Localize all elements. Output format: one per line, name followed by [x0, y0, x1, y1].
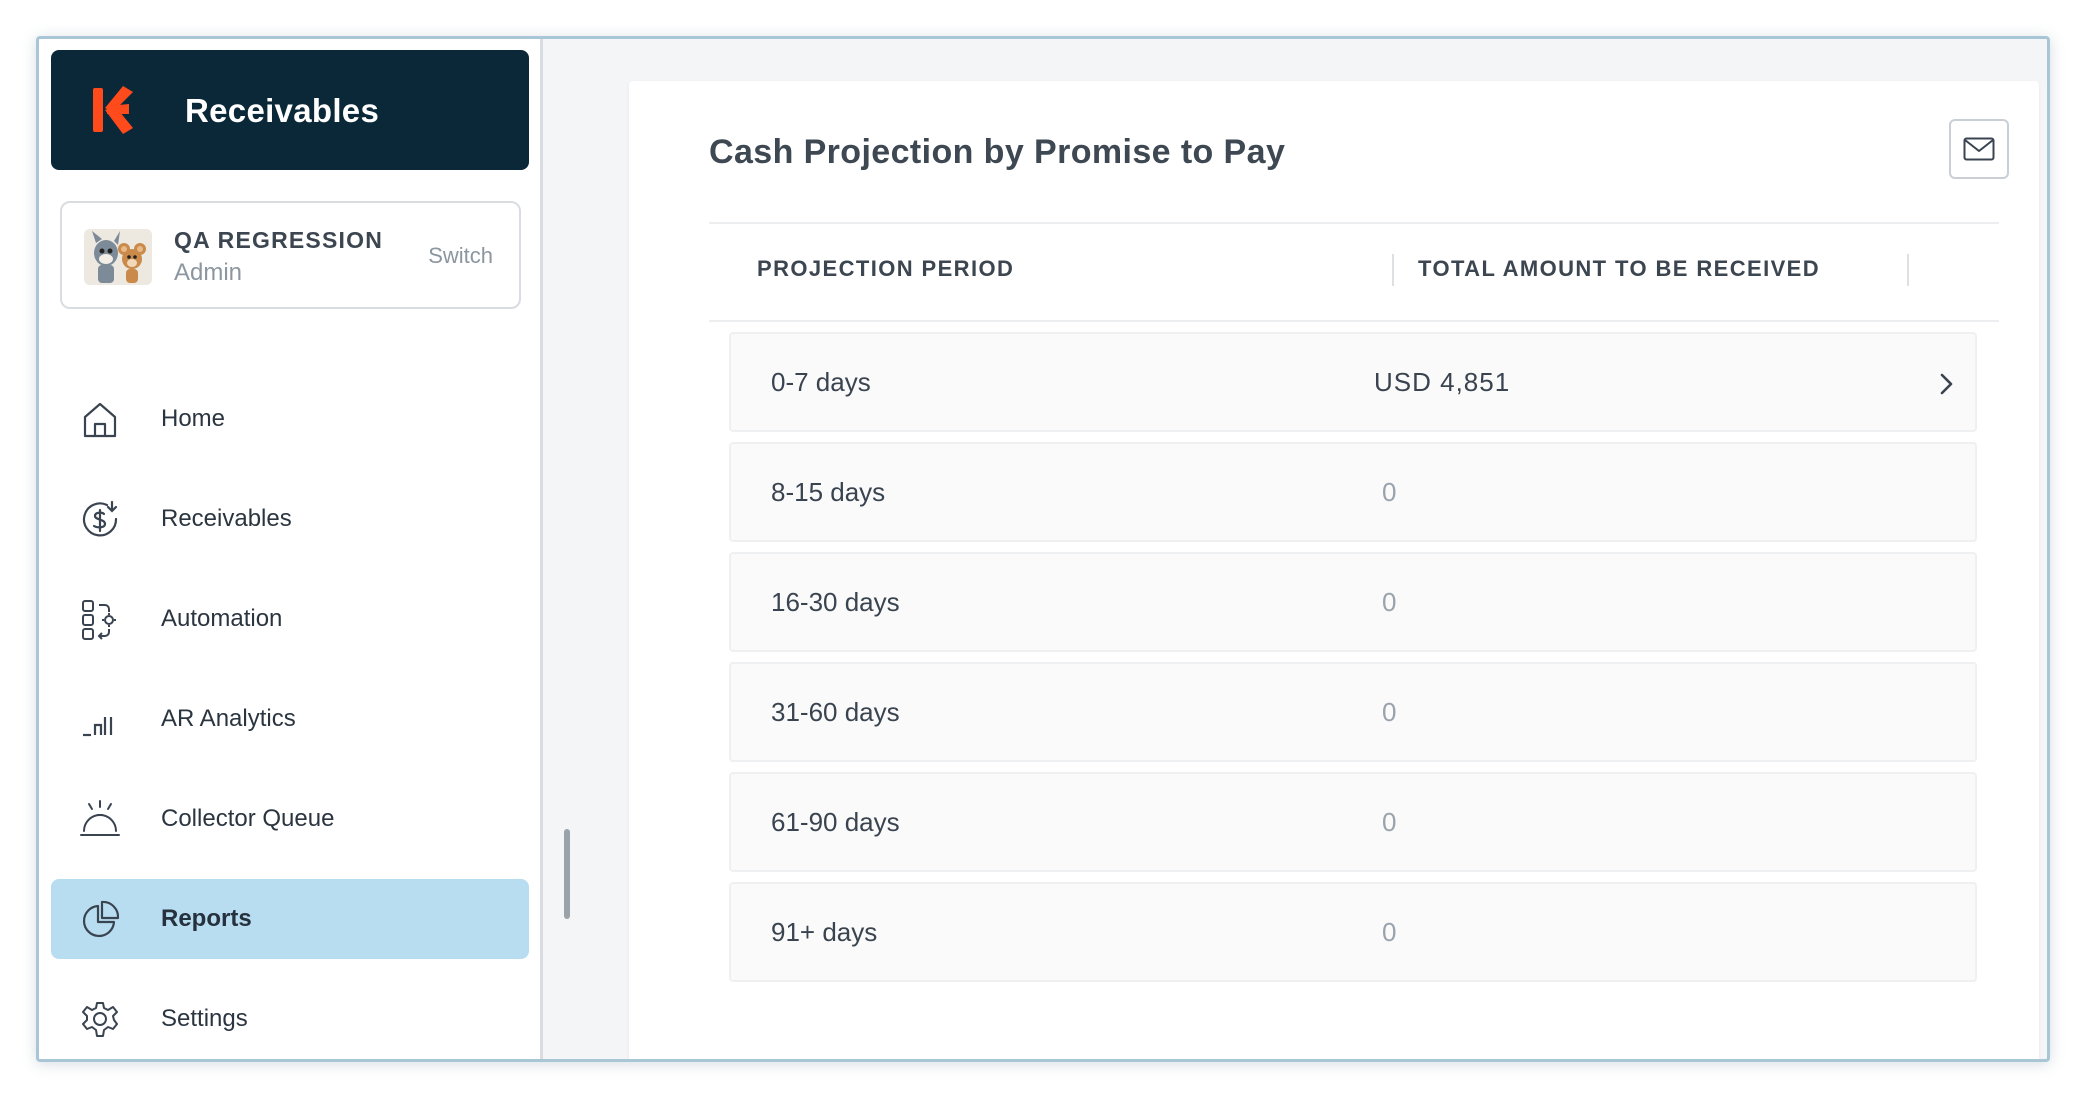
row-period: 91+ days: [771, 917, 878, 947]
nav-label-receivables: Receivables: [161, 505, 292, 532]
table-row[interactable]: 16-30 days 0: [729, 552, 1977, 652]
sidebar: Receivables: [39, 39, 543, 1059]
bar-chart-icon: [83, 717, 113, 737]
column-separator: [1392, 254, 1394, 286]
nav-item-reports[interactable]: Reports: [51, 879, 529, 959]
brand-logo-icon: [93, 86, 133, 134]
nav-item-ar-analytics[interactable]: AR Analytics: [51, 679, 529, 759]
chevron-right-icon[interactable]: [1935, 370, 1957, 398]
nav-label-ar-analytics: AR Analytics: [161, 705, 296, 732]
brand-header[interactable]: Receivables: [51, 50, 529, 170]
row-amount: 0: [1382, 917, 1398, 947]
row-amount: 0: [1382, 477, 1398, 507]
row-amount: 0: [1382, 697, 1398, 727]
nav-item-automation[interactable]: Automation: [51, 579, 529, 659]
row-period: 8-15 days: [771, 477, 886, 507]
brand-title: Receivables: [185, 92, 380, 129]
table-row[interactable]: 61-90 days 0: [729, 772, 1977, 872]
main-nav: Home Receivables: [51, 379, 529, 1059]
table-header-top-border: [709, 222, 1999, 224]
report-title: Cash Projection by Promise to Pay: [709, 133, 1286, 171]
automation-icon: [82, 600, 116, 640]
column-header-total-amount[interactable]: TOTAL AMOUNT TO BE RECEIVED: [1418, 256, 1821, 281]
nav-item-receivables[interactable]: Receivables: [51, 479, 529, 559]
projection-table-body: 0-7 days USD 4,851 8-15 days 0 16-30 day…: [729, 332, 1977, 992]
switch-org-button[interactable]: Switch: [428, 243, 493, 268]
org-role: Admin: [174, 259, 243, 286]
report-card: Cash Projection by Promise to Pay PROJEC…: [629, 81, 2039, 1059]
nav-label-home: Home: [161, 405, 226, 432]
table-row[interactable]: 0-7 days USD 4,851: [729, 332, 1977, 432]
column-header-projection-period[interactable]: PROJECTION PERIOD: [757, 256, 1015, 281]
column-separator: [1907, 254, 1909, 286]
nav-item-settings[interactable]: Settings: [51, 979, 529, 1059]
dollar-receive-icon: [82, 500, 118, 537]
email-report-button[interactable]: [1949, 119, 2009, 179]
org-name: QA REGRESSION: [174, 227, 383, 253]
row-period: 31-60 days: [771, 697, 900, 727]
table-row[interactable]: 91+ days 0: [729, 882, 1977, 982]
gear-icon: [82, 1002, 118, 1037]
row-period: 0-7 days: [771, 367, 871, 397]
table-header-bottom-border: [709, 320, 1999, 322]
mail-icon: [1963, 137, 1995, 161]
row-amount: 0: [1382, 807, 1398, 837]
org-switcher[interactable]: QA REGRESSION Admin Switch: [60, 201, 521, 309]
nav-label-automation: Automation: [161, 605, 283, 632]
nav-item-home[interactable]: Home: [51, 379, 529, 459]
row-period: 16-30 days: [771, 587, 900, 617]
row-amount: USD 4,851: [1374, 367, 1511, 397]
row-amount: 0: [1382, 587, 1398, 617]
nav-label-reports: Reports: [161, 905, 252, 932]
org-avatar: [84, 229, 152, 285]
nav-item-collector-queue[interactable]: Collector Queue: [51, 779, 529, 859]
sidebar-resize-handle[interactable]: [564, 829, 570, 919]
app-window: Receivables: [36, 36, 2050, 1062]
row-period: 61-90 days: [771, 807, 900, 837]
home-icon: [83, 402, 117, 438]
table-row[interactable]: 31-60 days 0: [729, 662, 1977, 762]
table-row[interactable]: 8-15 days 0: [729, 442, 1977, 542]
service-bell-icon: [80, 800, 120, 836]
nav-label-settings: Settings: [161, 1005, 248, 1032]
nav-label-collector-queue: Collector Queue: [161, 805, 335, 832]
pie-chart-icon: [82, 900, 120, 938]
